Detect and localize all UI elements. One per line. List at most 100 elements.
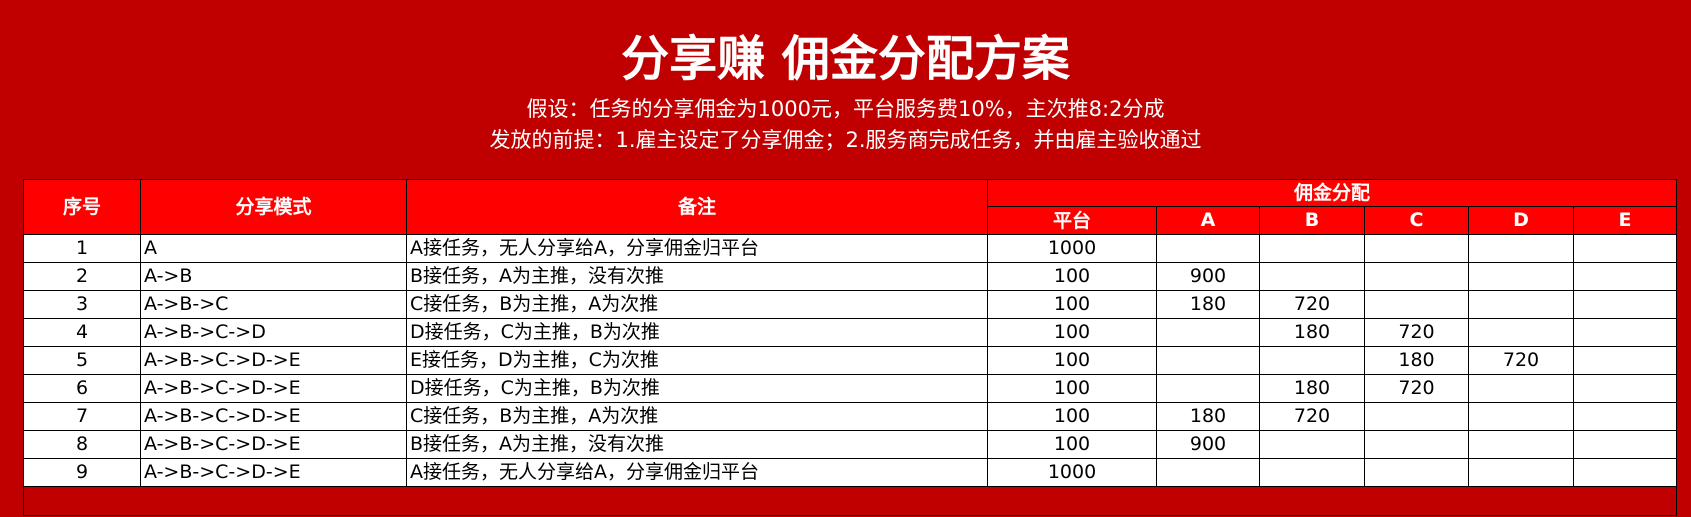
note-cell[interactable]: A接任务，无人分享给A，分享佣金归平台 [406,458,988,487]
amount-cell-a[interactable]: 900 [1156,430,1260,459]
mode-cell[interactable]: A->B->C->D->E [140,402,407,431]
amount-cell-d[interactable] [1468,402,1574,431]
amount-cell-platform[interactable]: 100 [987,262,1157,291]
note-cell[interactable]: E接任务，D为主推，C为次推 [406,346,988,375]
amount-cell-c[interactable] [1364,458,1469,487]
seq-cell[interactable]: 4 [23,318,141,347]
seq-cell[interactable]: 3 [23,290,141,319]
mode-cell[interactable]: A->B [140,262,407,291]
amount-cell-a[interactable] [1156,458,1260,487]
table-row: 5 A->B->C->D->E E接任务，D为主推，C为次推 100 180 720 [23,346,1678,375]
seq-cell[interactable]: 6 [23,374,141,403]
amount-cell-a[interactable] [1156,318,1260,347]
amount-cell-e[interactable] [1572,290,1678,319]
amount-cell-d[interactable] [1468,262,1574,291]
amount-cell-e[interactable] [1572,374,1678,403]
amount-cell-a[interactable]: 900 [1156,262,1260,291]
amount-cell-a[interactable] [1156,346,1260,375]
seq-cell[interactable]: 7 [23,402,141,431]
header-note: 备注 [406,179,988,235]
table-row: 9 A->B->C->D->E A接任务，无人分享给A，分享佣金归平台 1000 [23,458,1678,487]
table-row: 3 A->B->C C接任务，B为主推，A为次推 100 180 720 [23,290,1678,319]
note-cell[interactable]: C接任务，B为主推，A为次推 [406,290,988,319]
seq-cell[interactable]: 1 [23,234,141,263]
amount-cell-platform[interactable]: 100 [987,290,1157,319]
header-e: E [1572,206,1678,235]
mode-cell[interactable]: A->B->C->D->E [140,458,407,487]
header-seq: 序号 [23,179,141,235]
amount-cell-c[interactable] [1364,430,1469,459]
amount-cell-b[interactable] [1259,346,1365,375]
seq-cell[interactable]: 5 [23,346,141,375]
assumption-text: 假设：任务的分享佣金为1000元，平台服务费10%，主次推8:2分成 [526,97,1165,121]
table-row: 2 A->B B接任务，A为主推，没有次推 100 900 [23,262,1678,291]
amount-cell-b[interactable] [1259,458,1365,487]
mode-cell[interactable]: A->B->C->D [140,318,407,347]
commission-table: 序号 分享模式 备注 佣金分配 平台 A B C D E 1 A A接任务，无人分享… [22,179,1678,516]
amount-cell-e[interactable] [1572,346,1678,375]
footer-cell [22,486,1678,516]
amount-cell-b[interactable]: 180 [1259,318,1365,347]
amount-cell-b[interactable] [1259,262,1365,291]
amount-cell-c[interactable]: 180 [1364,346,1469,375]
amount-cell-e[interactable] [1572,458,1678,487]
amount-cell-c[interactable] [1364,402,1469,431]
amount-cell-e[interactable] [1572,402,1678,431]
amount-cell-platform[interactable]: 100 [987,374,1157,403]
note-cell[interactable]: D接任务，C为主推，B为次推 [406,374,988,403]
precondition-text: 发放的前提：1.雇主设定了分享佣金；2.服务商完成任务，并由雇主验收通过 [489,128,1202,152]
note-cell[interactable]: D接任务，C为主推，B为次推 [406,318,988,347]
mode-cell[interactable]: A->B->C [140,290,407,319]
table-row: 4 A->B->C->D D接任务，C为主推，B为次推 100 180 720 [23,318,1678,347]
amount-cell-b[interactable]: 720 [1259,402,1365,431]
page-title: 分享赚 佣金分配方案 [621,31,1070,87]
amount-cell-c[interactable] [1364,290,1469,319]
amount-cell-c[interactable] [1364,262,1469,291]
header-d: D [1468,206,1574,235]
amount-cell-a[interactable] [1156,374,1260,403]
amount-cell-d[interactable] [1468,290,1574,319]
amount-cell-platform[interactable]: 100 [987,402,1157,431]
amount-cell-b[interactable] [1259,234,1365,263]
seq-cell[interactable]: 8 [23,430,141,459]
amount-cell-c[interactable]: 720 [1364,318,1469,347]
amount-cell-platform[interactable]: 1000 [987,458,1157,487]
amount-cell-d[interactable] [1468,318,1574,347]
amount-cell-d[interactable] [1468,458,1574,487]
amount-cell-d[interactable] [1468,234,1574,263]
amount-cell-platform[interactable]: 100 [987,430,1157,459]
seq-cell[interactable]: 2 [23,262,141,291]
header-platform: 平台 [987,206,1157,235]
amount-cell-e[interactable] [1572,234,1678,263]
header-commission: 佣金分配 [986,179,1678,207]
table-row: 7 A->B->C->D->E C接任务，B为主推，A为次推 100 180 720 [23,402,1678,431]
amount-cell-platform[interactable]: 100 [987,318,1157,347]
amount-cell-platform[interactable]: 1000 [987,234,1157,263]
mode-cell[interactable]: A [140,234,407,263]
amount-cell-c[interactable]: 720 [1364,374,1469,403]
amount-cell-b[interactable] [1259,430,1365,459]
amount-cell-d[interactable]: 720 [1468,346,1574,375]
header-b: B [1259,206,1365,235]
amount-cell-d[interactable] [1468,430,1574,459]
note-cell[interactable]: B接任务，A为主推，没有次推 [406,262,988,291]
amount-cell-e[interactable] [1572,318,1678,347]
amount-cell-e[interactable] [1572,262,1678,291]
amount-cell-a[interactable]: 180 [1156,290,1260,319]
note-cell[interactable]: C接任务，B为主推，A为次推 [406,402,988,431]
amount-cell-d[interactable] [1468,374,1574,403]
mode-cell[interactable]: A->B->C->D->E [140,374,407,403]
amount-cell-a[interactable] [1156,234,1260,263]
seq-cell[interactable]: 9 [23,458,141,487]
amount-cell-b[interactable]: 180 [1259,374,1365,403]
mode-cell[interactable]: A->B->C->D->E [140,430,407,459]
header-a: A [1156,206,1260,235]
amount-cell-a[interactable]: 180 [1156,402,1260,431]
amount-cell-c[interactable] [1364,234,1469,263]
amount-cell-platform[interactable]: 100 [987,346,1157,375]
note-cell[interactable]: B接任务，A为主推，没有次推 [406,430,988,459]
mode-cell[interactable]: A->B->C->D->E [140,346,407,375]
amount-cell-e[interactable] [1572,430,1678,459]
amount-cell-b[interactable]: 720 [1259,290,1365,319]
note-cell[interactable]: A接任务，无人分享给A，分享佣金归平台 [406,234,988,263]
